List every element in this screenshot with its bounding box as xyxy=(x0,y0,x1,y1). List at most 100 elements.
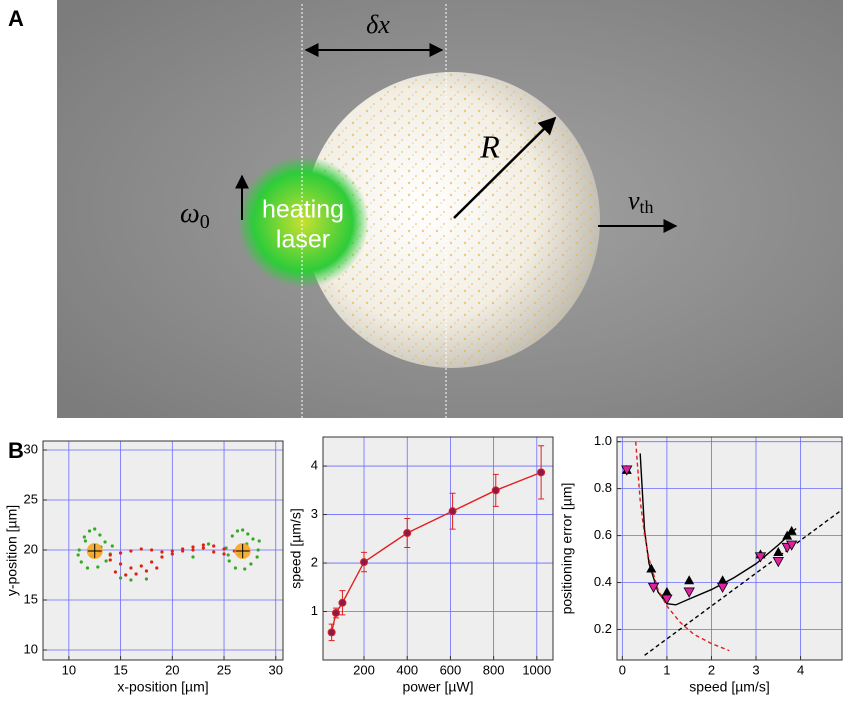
point xyxy=(231,534,234,537)
point xyxy=(105,559,108,562)
point xyxy=(77,553,80,556)
point xyxy=(150,560,153,563)
y-tick-label: 0.4 xyxy=(594,574,612,589)
figure: δx R vth ω0 heating laser A B 1015202530… xyxy=(0,0,843,705)
x-tick-label: 20 xyxy=(165,662,179,677)
laser-label: heating xyxy=(262,196,344,224)
point xyxy=(236,529,239,532)
radius-label: R xyxy=(479,128,500,164)
point xyxy=(243,567,246,570)
y-tick-label: 2 xyxy=(311,554,318,569)
y-tick-label: 25 xyxy=(24,491,38,506)
point xyxy=(78,548,81,551)
point xyxy=(191,555,194,558)
y-tick-label: 0.2 xyxy=(594,621,612,636)
charts: 10152025301015202530x-position [µm]y-pos… xyxy=(4,433,842,695)
point xyxy=(119,562,122,565)
x-tick-label: 800 xyxy=(483,662,505,677)
x-axis-title: x-position [µm] xyxy=(117,679,208,695)
y-tick-label: 1.0 xyxy=(594,433,612,448)
point xyxy=(339,599,346,606)
point xyxy=(241,528,244,531)
x-tick-label: 30 xyxy=(269,662,283,677)
point xyxy=(212,550,215,553)
laser-label: laser xyxy=(276,226,330,254)
point xyxy=(234,566,237,569)
point xyxy=(86,566,89,569)
plot-background xyxy=(617,437,842,660)
point xyxy=(171,549,174,552)
x-tick-label: 2 xyxy=(708,662,715,677)
x-tick-label: 0 xyxy=(619,662,626,677)
x-tick-label: 400 xyxy=(396,662,418,677)
omega-symbol: ω xyxy=(180,198,200,229)
point xyxy=(222,547,225,550)
point xyxy=(109,553,112,556)
velocity-symbol: v xyxy=(628,186,640,215)
chart: 10152025301015202530x-position [µm]y-pos… xyxy=(4,441,283,695)
point xyxy=(96,565,99,568)
point xyxy=(93,527,96,530)
point xyxy=(111,544,114,547)
x-tick-label: 15 xyxy=(113,662,127,677)
point xyxy=(171,552,174,555)
point xyxy=(538,469,545,476)
y-tick-label: 3 xyxy=(311,506,318,521)
x-tick-label: 200 xyxy=(353,662,375,677)
point xyxy=(181,549,184,552)
panel-label: A xyxy=(8,6,24,31)
offset-label: δx xyxy=(366,10,390,39)
point xyxy=(84,539,87,542)
point xyxy=(135,572,138,575)
point xyxy=(88,529,91,532)
point xyxy=(83,535,86,538)
point xyxy=(129,578,132,581)
point xyxy=(492,487,499,494)
x-tick-label: 3 xyxy=(752,662,759,677)
point xyxy=(109,558,112,561)
point xyxy=(222,552,225,555)
point xyxy=(124,573,127,576)
y-axis-title: positioning error [µm] xyxy=(559,483,575,615)
point xyxy=(80,560,83,563)
point xyxy=(129,549,132,552)
point xyxy=(251,537,254,540)
velocity-subscript: th xyxy=(640,197,654,217)
point xyxy=(145,577,148,580)
y-tick-label: 1 xyxy=(311,603,318,618)
y-axis-title: y-position [µm] xyxy=(4,505,20,596)
y-axis-title: speed [µm/s] xyxy=(288,508,304,588)
x-tick-label: 25 xyxy=(217,662,231,677)
point xyxy=(207,542,210,545)
point xyxy=(98,533,101,536)
x-tick-label: 1 xyxy=(663,662,670,677)
y-tick-label: 0.6 xyxy=(594,527,612,542)
point xyxy=(150,548,153,551)
chart: 012340.20.40.60.81.0speed [µm/s]position… xyxy=(559,433,842,695)
point xyxy=(103,540,106,543)
point xyxy=(332,609,339,616)
point xyxy=(202,546,205,549)
point xyxy=(227,553,230,556)
y-tick-label: 15 xyxy=(24,591,38,606)
x-tick-label: 10 xyxy=(62,662,76,677)
point xyxy=(212,544,215,547)
omega-subscript: 0 xyxy=(200,211,210,233)
x-tick-label: 600 xyxy=(440,662,462,677)
point xyxy=(119,551,122,554)
y-tick-label: 30 xyxy=(24,441,38,456)
point xyxy=(119,576,122,579)
y-tick-label: 0.8 xyxy=(594,480,612,495)
x-tick-label: 1000 xyxy=(522,662,551,677)
plot-background xyxy=(323,437,553,660)
point xyxy=(404,529,411,536)
panel-label: B xyxy=(8,438,24,463)
point xyxy=(160,555,163,558)
point xyxy=(191,548,194,551)
point xyxy=(129,566,132,569)
x-axis-title: power [µW] xyxy=(402,679,473,695)
y-tick-label: 20 xyxy=(24,541,38,556)
point xyxy=(258,539,261,542)
x-tick-label: 4 xyxy=(797,662,804,677)
